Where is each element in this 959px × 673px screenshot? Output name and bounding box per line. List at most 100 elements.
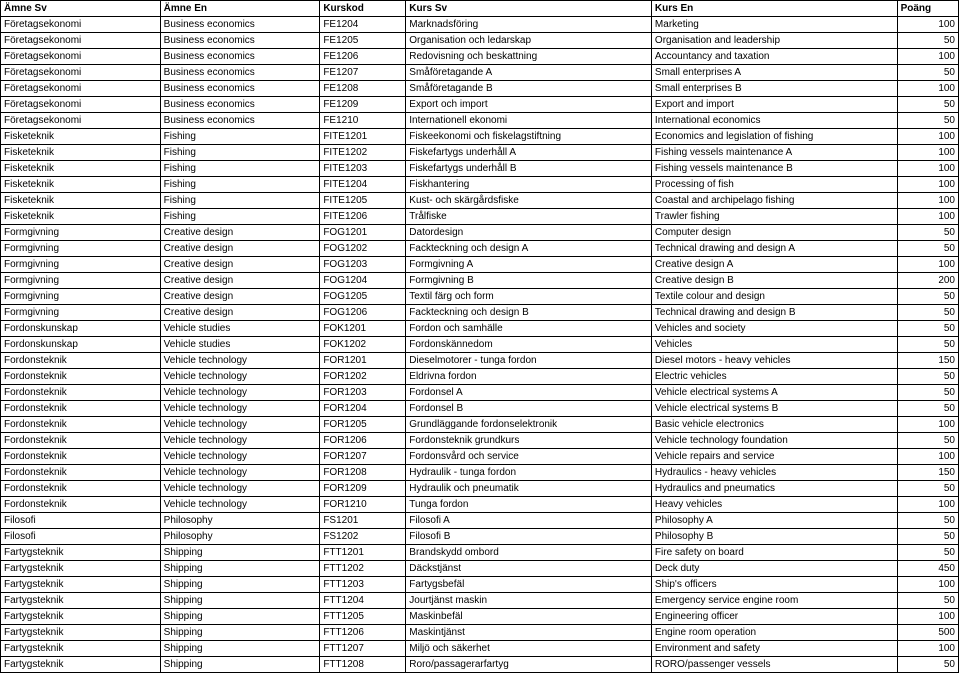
table-cell: FOK1201 (320, 321, 406, 337)
table-row: FartygsteknikShippingFTT1208Roro/passage… (1, 657, 959, 673)
table-cell: Creative design (160, 305, 320, 321)
table-cell: Business economics (160, 97, 320, 113)
table-cell: Fordonsteknik grundkurs (406, 433, 652, 449)
table-cell: 100 (897, 81, 958, 97)
table-cell: Fordonsel A (406, 385, 652, 401)
table-row: FöretagsekonomiBusiness economicsFE1207S… (1, 65, 959, 81)
table-cell: 50 (897, 241, 958, 257)
table-cell: Small enterprises B (651, 81, 897, 97)
table-cell: Filosofi B (406, 529, 652, 545)
table-cell: 500 (897, 625, 958, 641)
table-cell: 100 (897, 177, 958, 193)
table-cell: 50 (897, 113, 958, 129)
table-cell: 150 (897, 353, 958, 369)
table-cell: Creative design (160, 273, 320, 289)
table-cell: Shipping (160, 641, 320, 657)
table-cell: Vehicle studies (160, 321, 320, 337)
table-cell: Vehicle technology (160, 449, 320, 465)
table-cell: Fartygsteknik (1, 545, 161, 561)
table-row: FilosofiPhilosophyFS1201Filosofi APhilos… (1, 513, 959, 529)
table-cell: FOK1202 (320, 337, 406, 353)
table-cell: Fishing vessels maintenance A (651, 145, 897, 161)
table-cell: Fishing (160, 177, 320, 193)
table-cell: FITE1202 (320, 145, 406, 161)
table-cell: FOR1210 (320, 497, 406, 513)
table-cell: 50 (897, 433, 958, 449)
table-cell: Fordonsteknik (1, 353, 161, 369)
table-cell: FITE1205 (320, 193, 406, 209)
table-cell: Internationell ekonomi (406, 113, 652, 129)
table-cell: Vehicle technology (160, 401, 320, 417)
table-cell: Maskintjänst (406, 625, 652, 641)
table-cell: Fishing (160, 161, 320, 177)
table-cell: 100 (897, 129, 958, 145)
table-cell: Vehicle technology (160, 385, 320, 401)
table-cell: Hydraulics and pneumatics (651, 481, 897, 497)
table-row: FöretagsekonomiBusiness economicsFE1205O… (1, 33, 959, 49)
table-cell: FE1205 (320, 33, 406, 49)
table-cell: 50 (897, 321, 958, 337)
table-cell: Fiskefartygs underhåll B (406, 161, 652, 177)
table-cell: Formgivning (1, 241, 161, 257)
table-cell: Environment and safety (651, 641, 897, 657)
table-cell: 50 (897, 545, 958, 561)
table-row: FöretagsekonomiBusiness economicsFE1204M… (1, 17, 959, 33)
table-row: FormgivningCreative designFOG1201Datorde… (1, 225, 959, 241)
table-cell: 100 (897, 497, 958, 513)
table-cell: FE1208 (320, 81, 406, 97)
table-cell: Fishing (160, 209, 320, 225)
table-cell: Small enterprises A (651, 65, 897, 81)
table-cell: Fackteckning och design B (406, 305, 652, 321)
table-cell: Basic vehicle electronics (651, 417, 897, 433)
table-row: FisketeknikFishingFITE1204FiskhanteringP… (1, 177, 959, 193)
table-row: FöretagsekonomiBusiness economicsFE1208S… (1, 81, 959, 97)
table-cell: Fartygsteknik (1, 577, 161, 593)
table-cell: Fisketeknik (1, 145, 161, 161)
table-cell: 50 (897, 513, 958, 529)
table-cell: 200 (897, 273, 958, 289)
table-cell: Economics and legislation of fishing (651, 129, 897, 145)
table-cell: Företagsekonomi (1, 97, 161, 113)
table-row: FartygsteknikShippingFTT1205MaskinbefälE… (1, 609, 959, 625)
table-cell: 150 (897, 465, 958, 481)
table-cell: Trawler fishing (651, 209, 897, 225)
table-row: FartygsteknikShippingFTT1201Brandskydd o… (1, 545, 959, 561)
table-cell: 100 (897, 417, 958, 433)
table-cell: Accountancy and taxation (651, 49, 897, 65)
table-row: FöretagsekonomiBusiness economicsFE1209E… (1, 97, 959, 113)
table-cell: FTT1203 (320, 577, 406, 593)
table-cell: Småföretagande B (406, 81, 652, 97)
table-row: FordonsteknikVehicle technologyFOR1201Di… (1, 353, 959, 369)
table-row: FordonsteknikVehicle technologyFOR1210Tu… (1, 497, 959, 513)
table-cell: Vehicle studies (160, 337, 320, 353)
table-cell: 50 (897, 289, 958, 305)
table-cell: Fiskefartygs underhåll A (406, 145, 652, 161)
table-row: FordonsteknikVehicle technologyFOR1208Hy… (1, 465, 959, 481)
table-cell: FE1204 (320, 17, 406, 33)
table-cell: FOR1201 (320, 353, 406, 369)
table-cell: 100 (897, 257, 958, 273)
table-row: FartygsteknikShippingFTT1202DäckstjänstD… (1, 561, 959, 577)
table-row: FordonsteknikVehicle technologyFOR1207Fo… (1, 449, 959, 465)
table-row: FisketeknikFishingFITE1205Kust- och skär… (1, 193, 959, 209)
table-cell: 100 (897, 193, 958, 209)
table-cell: Shipping (160, 609, 320, 625)
table-cell: Philosophy B (651, 529, 897, 545)
table-cell: Formgivning (1, 225, 161, 241)
table-cell: FTT1202 (320, 561, 406, 577)
table-cell: Shipping (160, 545, 320, 561)
header-row: Ämne Sv Ämne En Kurskod Kurs Sv Kurs En … (1, 1, 959, 17)
table-cell: 100 (897, 209, 958, 225)
table-cell: Business economics (160, 17, 320, 33)
table-cell: 100 (897, 145, 958, 161)
table-cell: Filosofi (1, 513, 161, 529)
course-table: Ämne Sv Ämne En Kurskod Kurs Sv Kurs En … (0, 0, 959, 673)
table-cell: Processing of fish (651, 177, 897, 193)
table-cell: Fordonsteknik (1, 449, 161, 465)
table-cell: Coastal and archipelago fishing (651, 193, 897, 209)
table-cell: Business economics (160, 113, 320, 129)
table-cell: Fordonsteknik (1, 497, 161, 513)
table-cell: Fishing vessels maintenance B (651, 161, 897, 177)
table-row: FartygsteknikShippingFTT1204Jourtjänst m… (1, 593, 959, 609)
table-cell: FITE1203 (320, 161, 406, 177)
